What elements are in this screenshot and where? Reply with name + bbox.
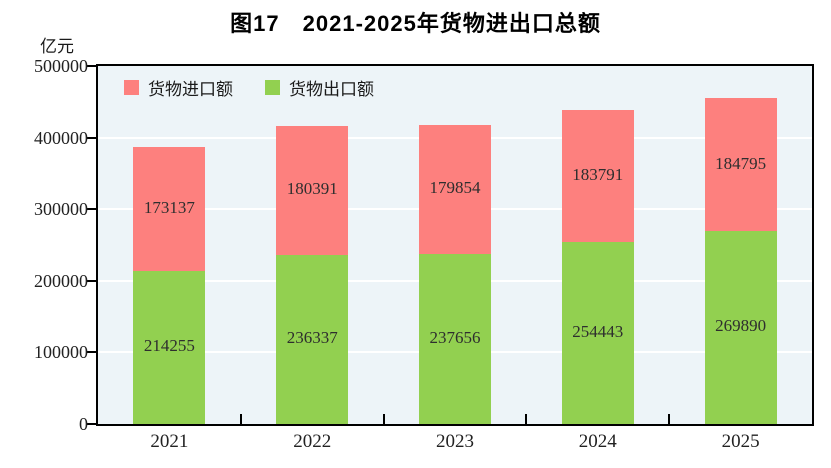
bar-segment-2021: 173137: [133, 146, 206, 271]
bar-segment-2024: 254443: [561, 241, 634, 424]
bar-value-label: 180391: [286, 179, 338, 199]
bar-value-label: 183791: [572, 165, 624, 185]
bar-value-label: 179854: [429, 178, 481, 198]
bar-value-label: 237656: [429, 327, 481, 347]
y-axis-tick-label: 300000: [34, 199, 88, 220]
y-axis-tick-label: 200000: [34, 270, 88, 291]
bar-segment-2024: 183791: [561, 110, 634, 242]
bar-value-label: 184795: [715, 153, 767, 173]
bar-segment-2021: 214255: [133, 270, 206, 424]
y-axis-unit-label: 亿元: [40, 37, 74, 56]
legend-label: 货物出口额: [289, 80, 374, 99]
x-axis-tick: [668, 414, 671, 424]
y-axis-tick: [87, 136, 96, 139]
bar-value-label: 214255: [143, 336, 195, 356]
y-axis-tick: [87, 279, 96, 282]
x-axis-tick: [382, 414, 385, 424]
plot-area: 货物进口额 货物出口额 214255 173137 236337 180391 23765…: [87, 64, 814, 426]
y-axis-tick-label: 400000: [34, 127, 88, 148]
y-axis-tick-label: 100000: [34, 342, 88, 363]
legend-item: 货物进口额: [124, 75, 233, 100]
x-axis-tick-label: 2025: [721, 431, 760, 452]
legend-swatch: [124, 80, 139, 95]
x-axis-tick: [239, 414, 242, 424]
y-axis-tick: [87, 65, 96, 67]
y-axis-tick: [87, 208, 96, 211]
bar-value-label: 254443: [572, 321, 624, 341]
bar-segment-2022: 236337: [276, 254, 349, 424]
x-axis-tick-label: 2023: [435, 431, 474, 452]
bar-segment-2023: 237656: [419, 253, 491, 424]
x-axis-tick: [525, 414, 528, 424]
bar-segment-2025: 184795: [704, 98, 777, 231]
y-axis-tick: [87, 351, 96, 354]
y-axis-tick: [87, 423, 96, 425]
bar-value-label: 269890: [715, 316, 767, 336]
bar-value-label: 173137: [143, 197, 195, 217]
y-axis-tick-label: 500000: [34, 56, 88, 76]
y-axis-tick-label: 0: [79, 414, 88, 434]
x-axis-tick-label: 2022: [293, 431, 332, 452]
legend-label: 货物进口额: [148, 80, 233, 99]
bar-segment-2023: 179854: [419, 125, 491, 254]
chart-legend: 货物进口额 货物出口额: [124, 75, 374, 100]
bar-value-label: 236337: [286, 328, 338, 348]
legend-item: 货物出口额: [265, 75, 374, 100]
bar-segment-2022: 180391: [276, 125, 349, 255]
x-axis-tick-label: 2021: [150, 431, 189, 452]
x-axis-tick-label: 2024: [578, 431, 617, 452]
legend-swatch: [265, 80, 280, 95]
chart-title: 图17 2021-2025年货物进出口总额: [230, 11, 601, 36]
bar-segment-2025: 269890: [704, 230, 777, 424]
